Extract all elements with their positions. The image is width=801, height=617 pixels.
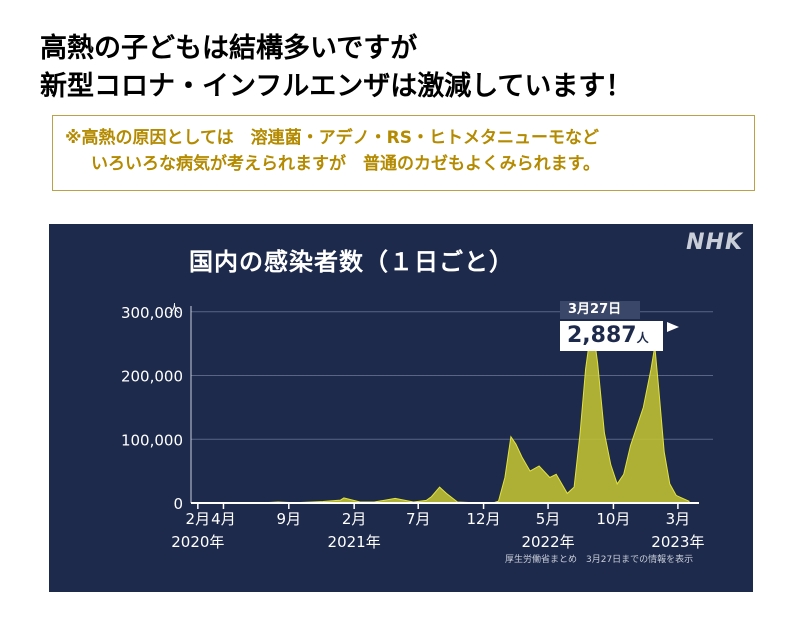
notice-line-1: ※高熱の原因としては 溶連菌・アデノ・RS・ヒトメタニューモなど	[65, 128, 600, 148]
x-tick-label: 10月	[596, 510, 630, 528]
y-tick-label: 100,000	[121, 431, 183, 449]
x-tick-label: 5月	[536, 510, 561, 528]
headline: 高熱の子どもは結構多いですが 新型コロナ・インフルエンザは激減しています！	[40, 30, 780, 106]
x-tick-label: 2月	[342, 510, 367, 528]
x-year-label: 2022年	[521, 533, 574, 551]
y-axis-unit: 人	[169, 302, 180, 315]
x-tick-label: 4月	[211, 510, 236, 528]
x-tick-label: 12月	[467, 510, 501, 528]
x-year-label: 2021年	[328, 533, 381, 551]
x-tick-label: 3月	[666, 510, 691, 528]
x-year-label: 2023年	[651, 533, 704, 551]
callout-value: 2,887	[567, 323, 637, 348]
headline-line-2: 新型コロナ・インフルエンザは激減しています！	[40, 71, 633, 102]
y-tick-label: 0	[173, 495, 183, 513]
nhk-logo: NHK	[686, 230, 743, 255]
callout-pointer	[667, 322, 679, 332]
source-note: 厚生労働省まとめ 3月27日までの情報を表示	[505, 555, 694, 565]
y-tick-label: 300,000	[121, 304, 183, 322]
callout-value-box: 2,887人	[560, 321, 663, 351]
infection-area-series	[190, 339, 690, 504]
headline-line-1: 高熱の子どもは結構多いですが	[40, 33, 418, 64]
chart-title: 国内の感染者数（１日ごと）	[189, 248, 514, 276]
infection-chart: 0 100,000 200,000 300,000 2月 2020年 4月 9月 2月 2021年…	[121, 304, 713, 551]
x-tick-label: 2月	[186, 510, 211, 528]
callout-unit: 人	[636, 331, 649, 345]
notice-box: ※高熱の原因としては 溶連菌・アデノ・RS・ヒトメタニューモなど いろいろな病気…	[52, 115, 755, 191]
y-tick-label: 200,000	[121, 368, 183, 386]
x-tick-label: 9月	[277, 510, 302, 528]
x-tick-label: 7月	[406, 510, 431, 528]
infection-chart-panel: 0 100,000 200,000 300,000 2月 2020年 4月 9月 2月 2021年…	[49, 224, 753, 592]
notice-line-2: いろいろな病気が考えられますが 普通のカゼもよくみられます。	[91, 154, 600, 174]
callout-date: 3月27日	[560, 301, 640, 319]
x-year-label: 2020年	[171, 533, 224, 551]
